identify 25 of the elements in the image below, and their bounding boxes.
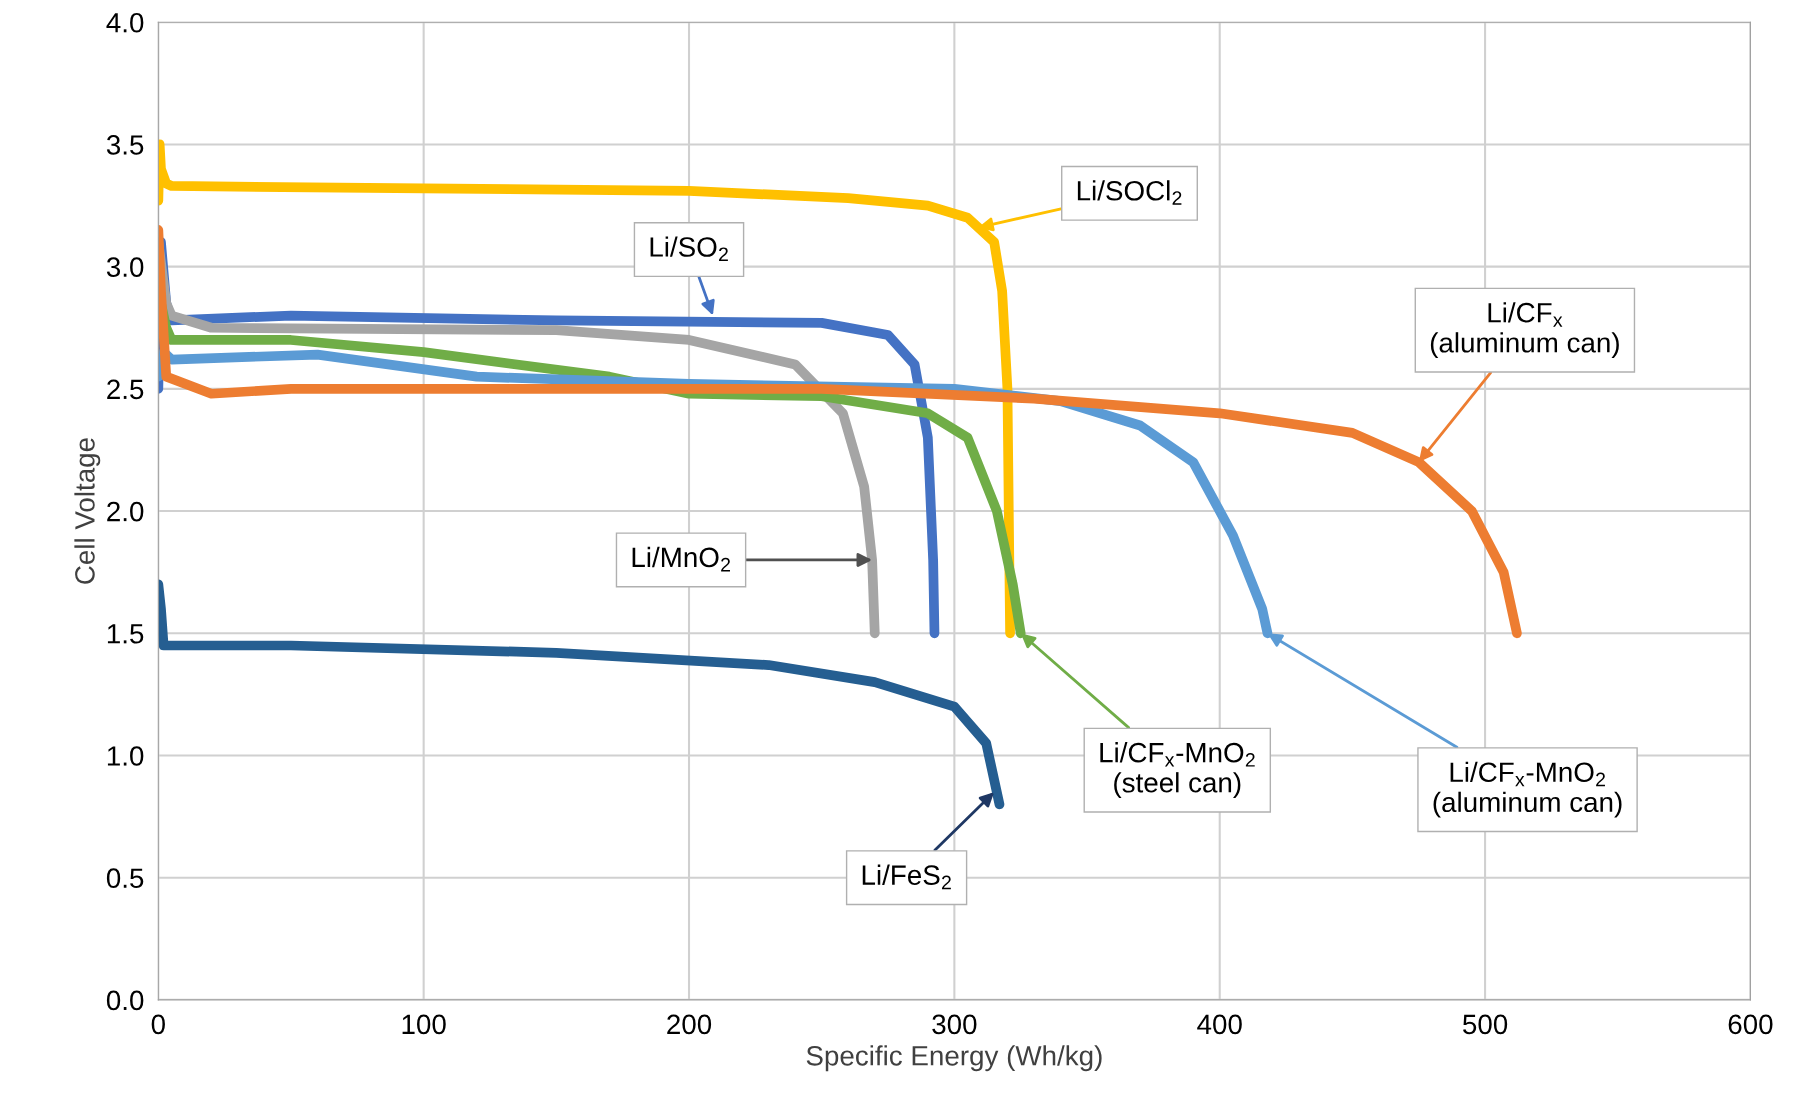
x-tick-label: 500 — [1463, 1014, 1508, 1035]
y-tick-label: 1.5 — [107, 624, 144, 644]
y-tick-label: 0.5 — [106, 868, 144, 889]
annotation: Li/CF$_{x}$ (aluminum can) — [1430, 302, 1619, 359]
x-tick-label: 100 — [402, 1014, 446, 1035]
y-tick-label: 2.0 — [107, 501, 144, 522]
y-tick-label: 2.5 — [107, 379, 144, 400]
x-tick-label: 0 — [151, 1014, 165, 1035]
y-axis-title: Cell Voltage — [74, 438, 101, 584]
annotation: Li/MnO$_{2}$ — [632, 546, 730, 572]
y-tick-label: 3.5 — [106, 135, 144, 155]
y-tick-label: 1.0 — [107, 746, 144, 766]
annotation: Li/SOCl$_{2}$ — [1077, 180, 1182, 205]
x-tick-label: 600 — [1728, 1014, 1773, 1035]
annotation: Li/CF$_{x}$-MnO$_{2}$ (steel can) — [1100, 742, 1255, 799]
annotation: Li/CF$_{x}$-MnO$_{2}$ (aluminum can) — [1433, 761, 1622, 818]
annotation: Li/SO$_{2}$ — [650, 236, 728, 261]
x-tick-label: 400 — [1197, 1014, 1242, 1035]
x-axis-title: Specific Energy (Wh/kg) — [806, 1045, 1102, 1072]
x-tick-label: 200 — [667, 1014, 712, 1035]
y-tick-label: 0.0 — [106, 990, 144, 1011]
y-tick-label: 4.0 — [106, 12, 144, 33]
annotation: Li/FeS$_{2}$ — [862, 864, 951, 890]
x-tick-label: 300 — [932, 1014, 977, 1035]
y-tick-label: 3.0 — [106, 257, 144, 277]
